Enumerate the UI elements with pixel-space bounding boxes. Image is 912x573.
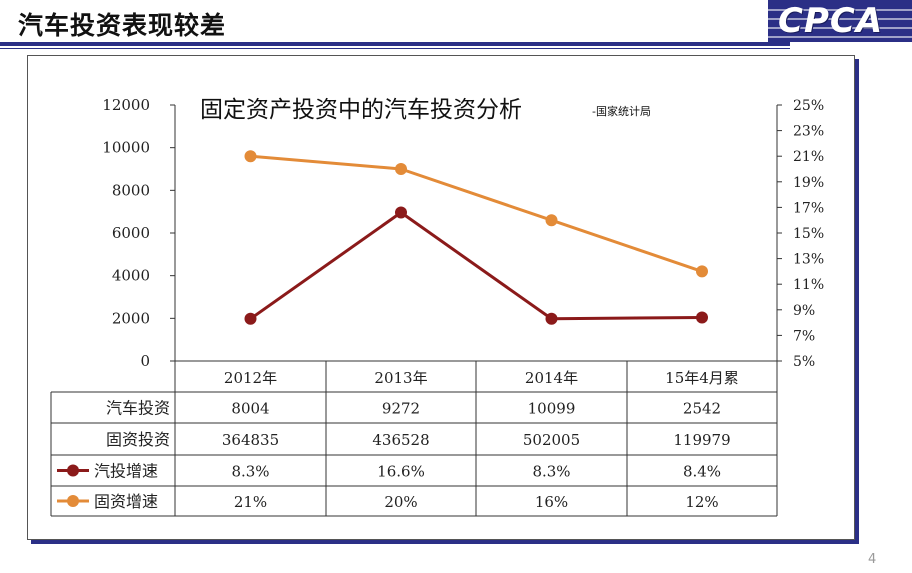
logo-stripe [768, 18, 912, 20]
left-axis-tick-label: 0 [140, 352, 150, 370]
chart-title: 固定资产投资中的汽车投资分析 [200, 97, 522, 123]
page-number: 4 [868, 552, 877, 567]
right-axis-tick-label: 7% [793, 328, 815, 344]
logo-stripe [768, 27, 912, 29]
series-line-1 [249, 211, 703, 321]
table-row-label: 汽投增速 [94, 462, 158, 481]
series-line-2 [250, 154, 703, 273]
right-axis-tick-label: 19% [793, 175, 824, 191]
axes-layer: 0 2000 4000 6000 8000 10000 12000 5% 7% 9% 11% 13% 1… [102, 96, 824, 370]
series-1-point [395, 206, 407, 219]
table-cell: 21% [234, 493, 267, 511]
logo-stripe [768, 9, 912, 11]
title-rule [0, 42, 790, 46]
category-label: 2013年 [374, 369, 427, 387]
table-cell: 16.6% [377, 463, 425, 481]
table-cell: 2542 [683, 400, 721, 418]
table-cell: 8.3% [532, 463, 570, 481]
title-rule-thin [0, 48, 790, 49]
logo-text: CPCA [778, 1, 884, 41]
series-2-point [545, 214, 558, 227]
cpca-logo: CPCA [768, 0, 912, 42]
left-axis-tick-label: 8000 [112, 181, 150, 199]
series-2-point [244, 150, 257, 163]
left-axis-tick-label: 12000 [102, 96, 150, 114]
series-layer [244, 150, 708, 325]
table-cell: 8.3% [231, 463, 269, 481]
category-label: 2012年 [224, 369, 277, 387]
right-axis-tick-label: 15% [793, 226, 824, 242]
chart-frame [27, 55, 855, 540]
legend-marker [67, 464, 79, 477]
legend-marker [67, 495, 79, 507]
chart-subtitle: -国家统计局 [592, 104, 651, 118]
table-row-label: 固资投资 [106, 430, 170, 449]
table-cell: 20% [384, 493, 417, 511]
right-axis-tick-label: 21% [793, 149, 824, 165]
table-cell: 436528 [372, 431, 429, 449]
series-1-point [244, 312, 257, 325]
table-cell: 364835 [222, 431, 279, 449]
left-axis-tick-label: 6000 [112, 224, 150, 242]
logo-stripe [768, 36, 912, 38]
category-label: 15年4月累 [665, 369, 739, 387]
right-axis-tick-label: 9% [793, 303, 815, 319]
table-cell: 12% [685, 493, 718, 511]
left-axis-tick-label: 4000 [112, 267, 150, 285]
right-axis-tick-label: 11% [793, 277, 824, 293]
series-2-point [696, 265, 708, 278]
table-cell: 502005 [523, 431, 580, 449]
right-axis-tick-label: 23% [793, 124, 824, 140]
table-row-label: 固资增速 [94, 492, 158, 511]
right-axis-tick-label: 5% [793, 354, 815, 370]
table-cell: 8.4% [683, 463, 721, 481]
series-1-point [545, 312, 558, 325]
table-cell: 16% [535, 493, 568, 511]
right-axis-tick-label: 17% [793, 200, 824, 216]
table-row-label: 汽车投资 [106, 399, 170, 418]
table-cell: 8004 [231, 400, 269, 418]
left-axis-tick-label: 2000 [112, 309, 150, 327]
left-axis-tick-label: 10000 [102, 139, 150, 157]
series-2-point [395, 163, 407, 175]
right-axis-tick-label: 25% [793, 98, 824, 114]
slide-title: 汽车投资表现较差 [18, 11, 227, 40]
table-cell: 10099 [528, 400, 576, 418]
table-cell: 119979 [673, 431, 730, 449]
table-cell: 9272 [382, 400, 420, 418]
right-axis-tick-label: 13% [793, 252, 824, 268]
category-label: 2014年 [525, 369, 578, 387]
series-1-point [696, 311, 708, 324]
